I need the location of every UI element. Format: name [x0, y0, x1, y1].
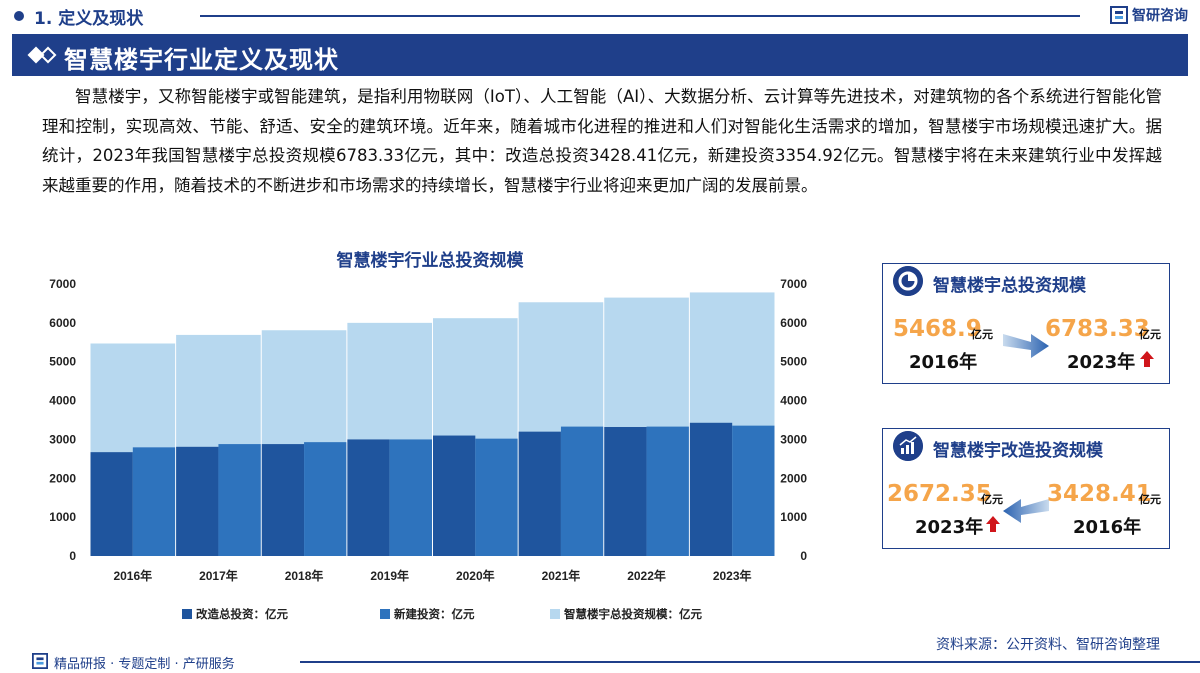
y-tick-label-right: 1000 [780, 510, 807, 524]
footer-logo-icon [32, 653, 48, 669]
y-tick-label-right: 4000 [780, 394, 807, 408]
start-value: 5468.9 [893, 316, 982, 342]
y-tick-label-right: 0 [800, 549, 807, 563]
up-arrow-icon [986, 516, 1000, 532]
renovation-bar [176, 446, 219, 556]
y-tick-label-right: 7000 [780, 277, 807, 291]
x-tick-label: 2019年 [370, 568, 409, 583]
renovation-bar [261, 444, 305, 556]
card-title: 智慧楼宇改造投资规模 [933, 441, 1103, 461]
legend-swatch [182, 609, 192, 619]
right-year: 2016年 [1073, 517, 1142, 538]
footer-rule [300, 661, 1200, 663]
legend-label: 新建投资：亿元 [394, 607, 475, 621]
right-value: 3428.41 [1047, 481, 1152, 507]
new-build-bar [646, 426, 689, 556]
footer-slogan: 精品研报 · 专题定制 · 产研服务 [54, 657, 235, 672]
renovation-bar [433, 435, 476, 556]
renovation-bar [518, 431, 561, 556]
legend-swatch [550, 609, 560, 619]
renovation-investment-card: 智慧楼宇改造投资规模 2672.35 亿元 2023年 3428.41 亿元 2… [882, 428, 1170, 549]
left-year: 2023年 [915, 517, 984, 538]
right-unit: 亿元 [1139, 493, 1161, 506]
brand: 智研咨询 [1110, 5, 1188, 25]
footer: 精品研报 · 专题定制 · 产研服务 [0, 651, 1200, 673]
y-tick-label-left: 4000 [49, 394, 76, 408]
total-investment-card: 智慧楼宇总投资规模 5468.9 亿元 2016年 6783.33 亿元 202… [882, 263, 1170, 384]
y-tick-label-right: 5000 [780, 355, 807, 369]
title-banner: 智慧楼宇行业定义及现状 [12, 34, 1188, 76]
renovation-bar [689, 422, 733, 556]
growth-chart-icon [893, 431, 923, 461]
end-value: 6783.33 [1045, 316, 1150, 342]
y-tick-label-right: 2000 [780, 471, 807, 485]
up-arrow-icon [1140, 351, 1154, 367]
top-bar: 1. 定义及现状 智研咨询 [0, 0, 1200, 32]
new-build-bar [389, 439, 432, 556]
start-unit: 亿元 [971, 328, 993, 341]
end-year: 2023年 [1067, 352, 1136, 373]
x-tick-label: 2020年 [456, 568, 495, 583]
new-build-bar [304, 442, 347, 556]
y-tick-label-left: 0 [69, 549, 76, 563]
brand-name: 智研咨询 [1132, 8, 1188, 24]
header-rule [200, 15, 1080, 17]
new-build-bar [132, 447, 176, 556]
brand-logo-icon [1110, 6, 1128, 24]
legend-swatch [380, 609, 390, 619]
y-tick-label-left: 3000 [49, 432, 76, 446]
y-tick-label-left: 1000 [49, 510, 76, 524]
x-tick-label: 2022年 [627, 568, 666, 583]
y-tick-label-left: 7000 [49, 277, 76, 291]
x-tick-label: 2021年 [542, 568, 581, 583]
card-header: 智慧楼宇改造投资规模 [883, 429, 1169, 463]
renovation-bar [347, 439, 390, 556]
left-unit: 亿元 [981, 493, 1003, 506]
new-build-bar [218, 444, 261, 556]
left-value: 2672.35 [887, 481, 992, 507]
new-build-bar [732, 425, 775, 556]
y-tick-label-right: 6000 [780, 316, 807, 330]
end-unit: 亿元 [1139, 328, 1161, 341]
section-title: 1. 定义及现状 [34, 9, 144, 29]
section-bullet [14, 11, 24, 21]
diamond-outline-icon [39, 46, 57, 64]
y-tick-label-left: 5000 [49, 355, 76, 369]
chart-title: 智慧楼宇行业总投资规模 [336, 251, 524, 271]
investment-bar-chart: 0 0 1000 1000 2000 2000 3000 3000 4000 4000 5000 50… [49, 277, 807, 621]
intro-paragraph: 智慧楼宇，又称智能楼宇或智能建筑，是指利用物联网（IoT）、人工智能（AI）、大… [42, 87, 1162, 195]
pie-chart-icon [893, 266, 923, 296]
y-tick-label-left: 6000 [49, 316, 76, 330]
new-build-bar [475, 438, 518, 556]
y-tick-label-right: 3000 [780, 432, 807, 446]
source-note: 资料来源：公开资料、智研咨询整理 [936, 637, 1160, 653]
new-build-bar [560, 426, 604, 556]
x-tick-label: 2016年 [113, 568, 152, 583]
legend-label: 改造总投资：亿元 [196, 607, 288, 621]
renovation-bar [604, 426, 647, 556]
x-tick-label: 2023年 [713, 568, 752, 583]
left-arrow-icon [1003, 499, 1049, 523]
card-title: 智慧楼宇总投资规模 [933, 276, 1086, 296]
right-arrow-icon [1003, 334, 1049, 358]
card-header: 智慧楼宇总投资规模 [883, 264, 1169, 298]
legend-label: 智慧楼宇总投资规模：亿元 [564, 607, 702, 621]
renovation-bar [90, 452, 133, 556]
x-tick-label: 2017年 [199, 568, 238, 583]
page-title: 智慧楼宇行业定义及现状 [64, 46, 339, 74]
start-year: 2016年 [909, 352, 978, 373]
x-tick-label: 2018年 [285, 568, 324, 583]
y-tick-label-left: 2000 [49, 471, 76, 485]
